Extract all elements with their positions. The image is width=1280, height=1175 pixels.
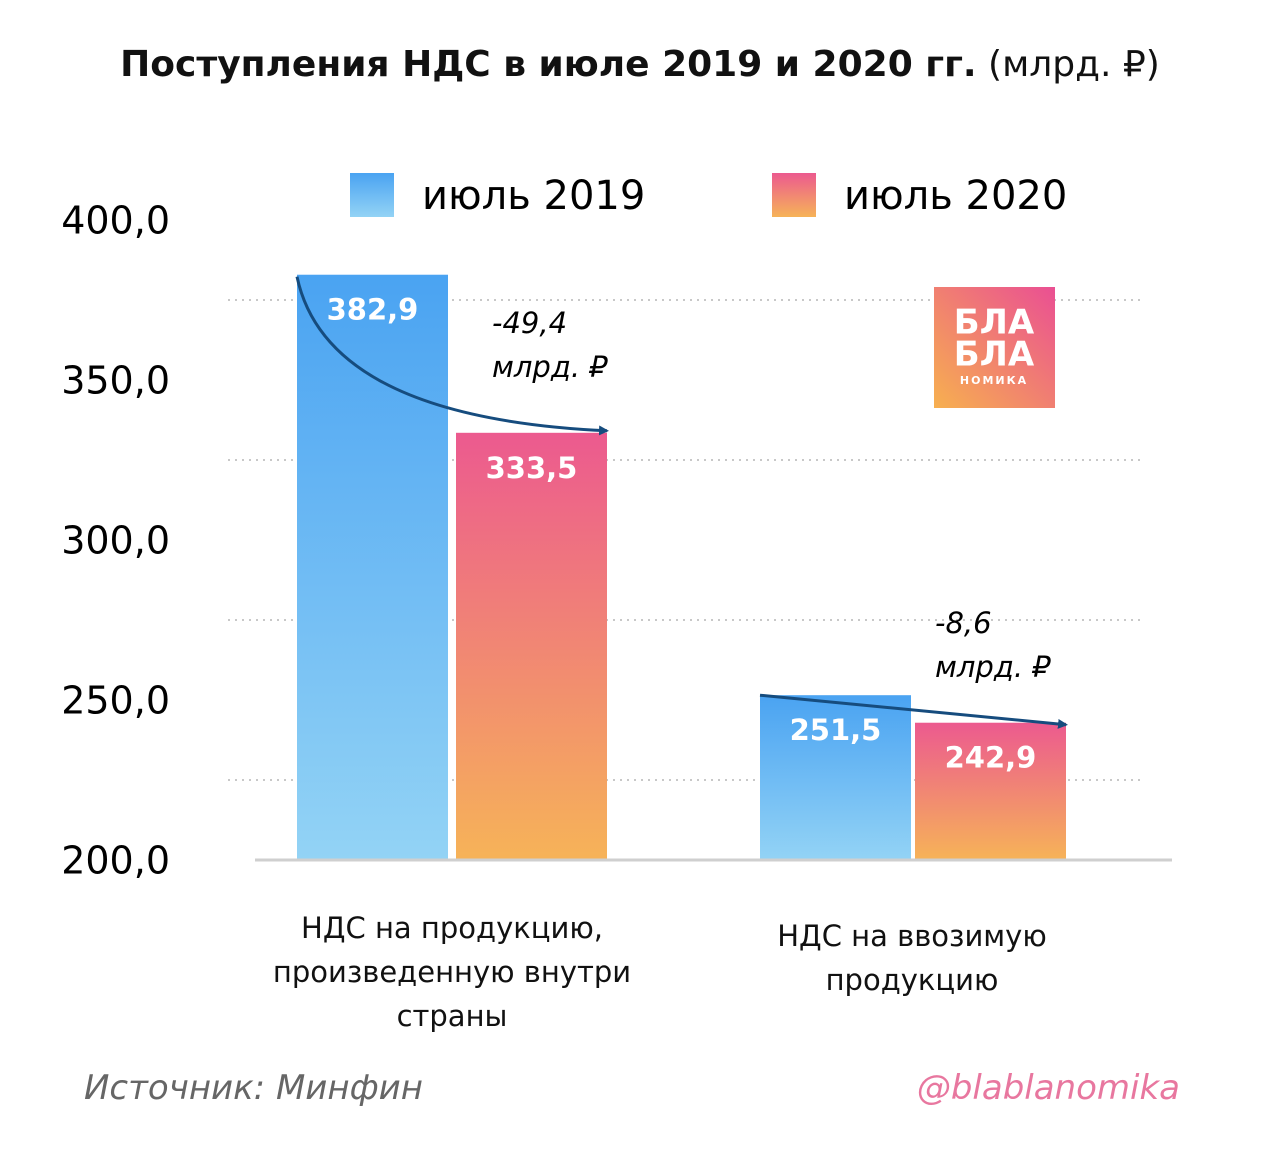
source: Источник: Минфин bbox=[84, 1068, 424, 1108]
logo-text: БЛА bbox=[954, 303, 1035, 343]
logo-text: БЛА bbox=[954, 335, 1035, 375]
bar bbox=[456, 432, 607, 860]
bar bbox=[760, 695, 911, 860]
value-label: 382,9 bbox=[327, 293, 419, 327]
logo-bg bbox=[934, 287, 1055, 408]
category-label: НДС на продукцию, произведенную внутри с… bbox=[272, 911, 632, 1033]
legend-label: июль 2019 bbox=[422, 173, 645, 219]
value-label: 242,9 bbox=[945, 741, 1037, 775]
bar bbox=[297, 274, 448, 861]
arrow bbox=[295, 276, 609, 436]
arrow bbox=[759, 693, 1068, 729]
chart-title: Поступления НДС в июле 2019 и 2020 гг. (… bbox=[0, 44, 1280, 85]
y-tick-label: 300,0 bbox=[61, 519, 170, 563]
y-tick-label: 200,0 bbox=[61, 839, 170, 883]
legend-label: июль 2020 bbox=[844, 173, 1067, 219]
y-tick-label: 350,0 bbox=[61, 359, 170, 403]
value-label: 333,5 bbox=[486, 451, 578, 485]
title-units: (млрд. ₽) bbox=[988, 44, 1160, 85]
value-label: 251,5 bbox=[790, 713, 882, 747]
y-tick-label: 400,0 bbox=[61, 199, 170, 243]
y-tick-label: 250,0 bbox=[61, 679, 170, 723]
annotation: -8,6 bbox=[935, 606, 992, 640]
annotation: млрд. ₽ bbox=[935, 650, 1051, 684]
logo-text: НОМИКА bbox=[960, 374, 1028, 387]
annotation: млрд. ₽ bbox=[492, 350, 608, 384]
legend-swatch bbox=[772, 173, 816, 217]
handle: @blablanomika bbox=[916, 1068, 1180, 1108]
category-label: НДС на ввозимую продукцию bbox=[777, 919, 1047, 997]
annotation: -49,4 bbox=[492, 306, 567, 340]
bar bbox=[915, 722, 1066, 860]
legend-swatch bbox=[350, 173, 394, 217]
title-main: Поступления НДС в июле 2019 и 2020 гг. bbox=[120, 44, 977, 85]
